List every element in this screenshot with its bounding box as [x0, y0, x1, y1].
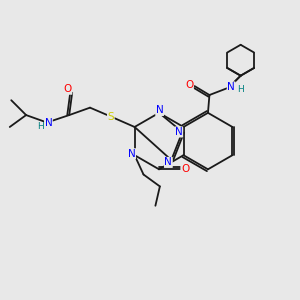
- Text: H: H: [38, 122, 44, 131]
- Text: N: N: [128, 149, 136, 159]
- Text: O: O: [185, 80, 194, 90]
- Text: H: H: [237, 85, 243, 94]
- Text: N: N: [164, 158, 172, 167]
- Text: O: O: [64, 84, 72, 94]
- Text: N: N: [44, 118, 52, 128]
- Text: N: N: [227, 82, 235, 92]
- Text: O: O: [181, 164, 189, 174]
- Text: N: N: [156, 106, 164, 116]
- Text: N: N: [175, 127, 183, 137]
- Text: S: S: [107, 112, 114, 122]
